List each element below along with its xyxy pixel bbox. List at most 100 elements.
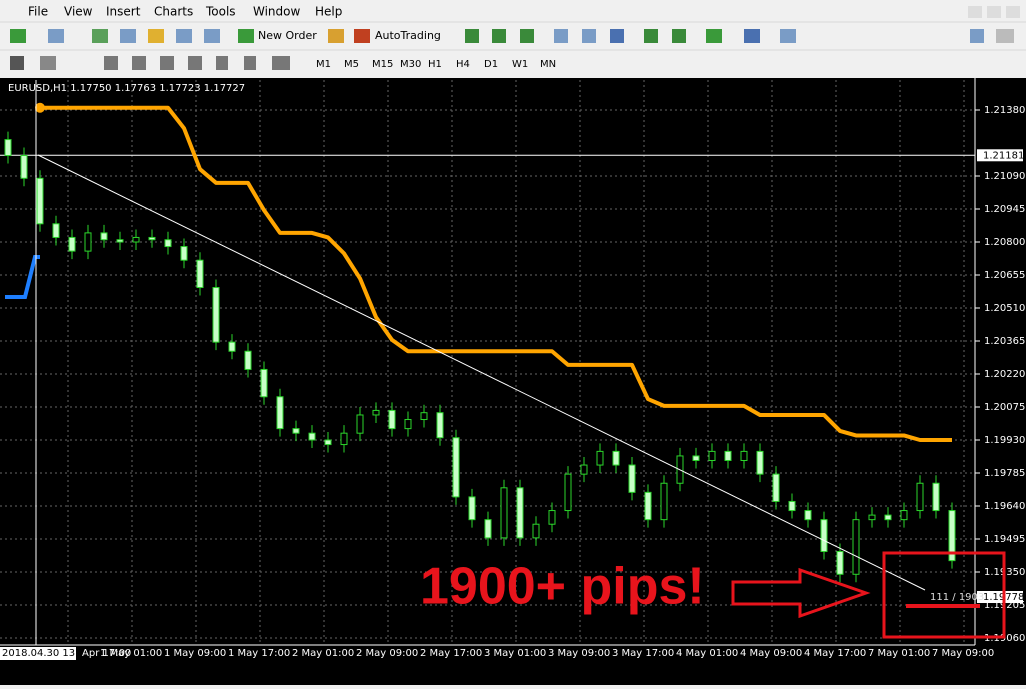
candle-body	[596, 450, 604, 466]
annotation: 1900+ pips!	[420, 558, 705, 616]
highlight-box	[882, 551, 1006, 639]
timeframe-button[interactable]: D1	[484, 59, 498, 70]
price-label: 1.20075	[984, 402, 1025, 413]
indicator-line	[40, 105, 952, 443]
candle-body	[180, 246, 188, 261]
trend-line	[37, 154, 926, 591]
price-label: 1.19785	[984, 468, 1025, 479]
candle-body	[564, 473, 572, 512]
candle-body	[708, 450, 716, 461]
candle-body	[308, 432, 316, 441]
candle-body	[52, 223, 60, 238]
candle-body	[644, 491, 652, 521]
indicator-start	[35, 102, 45, 113]
time-label: 3 May 09:00	[548, 648, 610, 659]
candle-body	[436, 412, 444, 439]
timeframe-button[interactable]: H1	[428, 59, 442, 70]
time-label: 7 May 01:00	[868, 648, 930, 659]
menu-item[interactable]: Help	[315, 5, 342, 19]
candle-body	[452, 437, 460, 498]
candle-body	[916, 482, 924, 512]
time-label: 2 May 17:00	[420, 648, 482, 659]
toolbar-icons	[10, 6, 1020, 70]
candle-body	[388, 409, 396, 430]
candle-body	[836, 551, 844, 575]
price-label: 1.19930	[984, 435, 1025, 446]
menu-item[interactable]: Charts	[154, 5, 193, 19]
price-label: 1.21090	[984, 171, 1025, 182]
price-label: 1.20220	[984, 369, 1025, 380]
candle-body	[372, 409, 380, 416]
time-label: 4 May 17:00	[804, 648, 866, 659]
chart-area	[0, 78, 975, 645]
symbol-info: EURUSD,H1 1.17750 1.17763 1.17723 1.1772…	[8, 83, 245, 94]
timeframe-button[interactable]: M30	[400, 59, 421, 70]
candle-body	[932, 482, 940, 512]
candle-body	[356, 414, 364, 434]
cursor-price-box	[977, 591, 1023, 603]
candle-body	[260, 368, 268, 398]
candle-body	[404, 419, 412, 430]
price-label: 1.20945	[984, 204, 1025, 215]
time-label: 3 May 01:00	[484, 648, 546, 659]
price-label: 1.20365	[984, 336, 1025, 347]
candle-body	[212, 287, 220, 343]
candle-body	[116, 239, 124, 243]
menu-item[interactable]: Window	[253, 5, 301, 19]
time-label: 2018.04.30 13:00	[2, 648, 91, 659]
menu-item[interactable]: File	[28, 5, 48, 19]
candle-body	[692, 455, 700, 461]
candle-body	[324, 439, 332, 446]
candle-body	[948, 510, 956, 562]
candle-body	[532, 523, 540, 539]
candle-body	[20, 155, 28, 179]
time-label: 3 May 17:00	[612, 648, 674, 659]
timeframe-button[interactable]: H4	[456, 59, 470, 70]
timeframe-button[interactable]: M15	[372, 59, 393, 70]
candle-body	[420, 412, 428, 421]
candle-body	[660, 482, 668, 521]
candle-body	[724, 450, 732, 461]
candle-body	[4, 139, 12, 157]
time-label: 2 May 09:00	[356, 648, 418, 659]
candle-body	[340, 432, 348, 446]
candle-body	[900, 510, 908, 521]
menu-item[interactable]: View	[64, 5, 93, 19]
timeframe-button[interactable]: MN	[540, 59, 556, 70]
candle-body	[36, 177, 44, 225]
candle-body	[468, 496, 476, 521]
current-price-label: 1.21181	[983, 150, 1024, 161]
candle-body	[628, 464, 636, 493]
timeframe-button[interactable]: M5	[344, 59, 359, 70]
new-order-button[interactable]: New Order	[258, 29, 317, 42]
timeframe-button[interactable]: W1	[512, 59, 528, 70]
price-label: 1.19640	[984, 501, 1025, 512]
menu-item[interactable]: Tools	[205, 5, 236, 19]
current-price-box	[977, 149, 1023, 162]
autotrading-button[interactable]: AutoTrading	[375, 29, 441, 42]
price-label: 1.21380	[984, 105, 1025, 116]
candle-body	[196, 259, 204, 289]
candle-body	[148, 236, 156, 241]
menu-item[interactable]: Insert	[106, 5, 141, 19]
candle-body	[740, 450, 748, 461]
arrow	[731, 567, 871, 619]
candle-body	[516, 487, 524, 539]
time-label: 7 May 09:00	[932, 648, 994, 659]
time-label: 2 May 01:00	[292, 648, 354, 659]
time-label: 1 May 17:00	[228, 648, 290, 659]
candle-body	[500, 487, 508, 539]
candle-body	[100, 232, 108, 241]
timeframe-button[interactable]: M1	[316, 59, 331, 70]
time-label: 4 May 09:00	[740, 648, 802, 659]
candle-body	[756, 450, 764, 475]
price-label: 1.20655	[984, 270, 1025, 281]
candle-body	[852, 519, 860, 575]
candle-body	[244, 350, 252, 370]
candle-body	[68, 236, 76, 252]
time-label: 1 May 09:00	[164, 648, 226, 659]
candle-body	[548, 510, 556, 525]
time-label: 1 May 01:00	[100, 648, 162, 659]
